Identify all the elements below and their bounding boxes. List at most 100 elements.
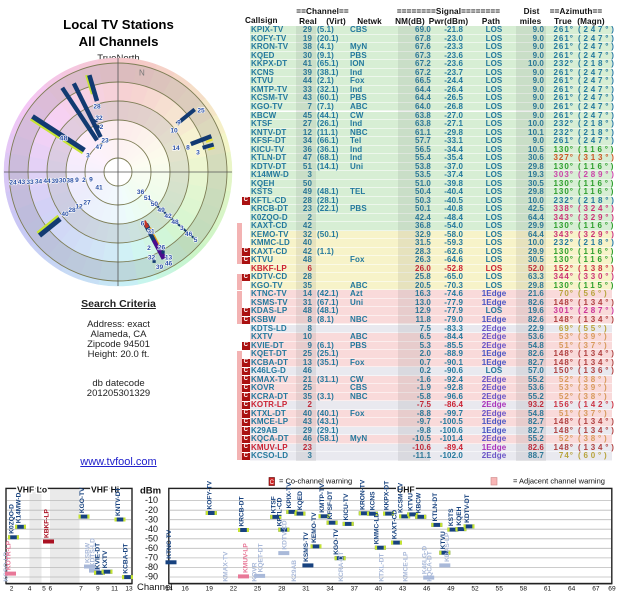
- svg-text:KMMC-LD: KMMC-LD: [373, 512, 380, 544]
- svg-text:19: 19: [206, 585, 214, 592]
- svg-text:KDAS-LP: KDAS-LP: [444, 532, 451, 562]
- svg-text:7: 7: [79, 585, 83, 592]
- svg-text:KMUV-LP: KMUV-LP: [242, 543, 249, 573]
- svg-text:KGO-TV: KGO-TV: [79, 487, 86, 513]
- svg-text:KBCW: KBCW: [416, 492, 423, 513]
- svg-text:KTSF: KTSF: [271, 496, 278, 513]
- svg-text:-30: -30: [145, 514, 158, 524]
- svg-text:KOFY-TV: KOFY-TV: [206, 480, 213, 509]
- svg-text:25: 25: [197, 107, 205, 114]
- svg-text:69: 69: [608, 585, 616, 592]
- svg-text:51: 51: [144, 195, 152, 202]
- svg-text:26: 26: [158, 244, 166, 251]
- svg-text:30: 30: [59, 178, 67, 185]
- svg-text:KCSM-TV: KCSM-TV: [398, 482, 405, 513]
- svg-text:-50: -50: [145, 533, 158, 543]
- svg-text:K29AB: K29AB: [291, 560, 298, 582]
- svg-text:3: 3: [86, 152, 90, 159]
- svg-text:10: 10: [170, 127, 178, 134]
- svg-text:C: C: [270, 480, 275, 486]
- svg-text:KQET-DT: KQET-DT: [258, 543, 265, 572]
- svg-text:KDTV-DT: KDTV-DT: [464, 494, 471, 523]
- svg-text:64: 64: [568, 585, 576, 592]
- svg-text:KAXT-CD: KAXT-CD: [392, 510, 399, 540]
- svg-text:KRCB-DT: KRCB-DT: [238, 496, 245, 526]
- svg-text:31: 31: [147, 228, 155, 235]
- svg-text:KOVR: KOVR: [252, 562, 259, 581]
- svg-text:2: 2: [82, 177, 86, 184]
- svg-text:9: 9: [75, 177, 79, 184]
- svg-text:9: 9: [89, 177, 93, 184]
- svg-text:5: 5: [194, 237, 198, 244]
- svg-text:KQEH: KQEH: [456, 506, 463, 525]
- svg-text:11: 11: [111, 585, 118, 592]
- svg-text:67: 67: [592, 585, 600, 592]
- svg-text:28: 28: [68, 207, 76, 214]
- svg-text:KTLN-DT: KTLN-DT: [432, 493, 439, 522]
- svg-text:40: 40: [61, 211, 69, 218]
- svg-text:KMTP-TV: KMTP-TV: [319, 483, 326, 513]
- svg-text:KVIE-DT: KVIE-DT: [95, 543, 102, 569]
- svg-text:13: 13: [165, 254, 173, 261]
- svg-text:KKPX-DT: KKPX-DT: [383, 481, 390, 510]
- svg-text:KDTS-LD: KDTS-LD: [90, 538, 97, 567]
- svg-text:KQCA-DT: KQCA-DT: [427, 551, 434, 581]
- svg-text:KXTV: KXTV: [102, 550, 109, 568]
- svg-text:50: 50: [151, 201, 159, 208]
- svg-text:9: 9: [177, 119, 181, 126]
- svg-text:KNTV-DT: KNTV-DT: [115, 487, 122, 516]
- svg-text:VHF Lo: VHF Lo: [17, 485, 47, 495]
- svg-text:= Adjacent channel warning: = Adjacent channel warning: [513, 477, 605, 486]
- svg-text:5: 5: [42, 585, 46, 592]
- svg-text:KSBW: KSBW: [85, 542, 92, 563]
- svg-text:27: 27: [83, 199, 91, 206]
- svg-text:KTVU: KTVU: [408, 493, 415, 511]
- svg-text:3: 3: [180, 225, 184, 232]
- svg-text:dBm: dBm: [140, 486, 161, 497]
- svg-text:28: 28: [278, 585, 286, 592]
- svg-text:31: 31: [302, 585, 310, 592]
- svg-text:33: 33: [26, 179, 34, 186]
- svg-text:9: 9: [96, 585, 100, 592]
- svg-text:KTNC-TV: KTNC-TV: [166, 529, 173, 559]
- svg-text:38: 38: [66, 177, 74, 184]
- svg-text:KICU-TV: KICU-TV: [343, 493, 350, 520]
- svg-text:46: 46: [423, 585, 431, 592]
- svg-text:58: 58: [520, 585, 528, 592]
- svg-text:K14MW-D: K14MW-D: [16, 492, 23, 523]
- svg-text:23: 23: [101, 137, 109, 144]
- svg-text:KCSO-LD: KCSO-LD: [3, 551, 10, 581]
- svg-text:48: 48: [59, 133, 67, 142]
- svg-text:14: 14: [172, 145, 180, 152]
- svg-text:K46LG-D: K46LG-D: [422, 546, 429, 574]
- svg-text:4: 4: [28, 585, 32, 592]
- svg-text:-40: -40: [145, 524, 158, 534]
- svg-text:13: 13: [125, 585, 133, 592]
- svg-text:6: 6: [48, 585, 52, 592]
- svg-text:32: 32: [95, 115, 103, 122]
- svg-text:Channel: Channel: [137, 582, 172, 593]
- svg-text:KEMO-TV: KEMO-TV: [311, 512, 318, 543]
- svg-text:-10: -10: [145, 495, 158, 505]
- svg-text:VHF Hi: VHF Hi: [91, 485, 119, 495]
- svg-text:-90: -90: [145, 572, 158, 582]
- svg-text:55: 55: [496, 585, 504, 592]
- svg-text:-70: -70: [145, 553, 158, 563]
- svg-text:KBKF-LP: KBKF-LP: [44, 508, 51, 538]
- svg-text:40: 40: [375, 585, 383, 592]
- svg-text:24: 24: [9, 179, 17, 186]
- svg-text:KDTV-CD: KDTV-CD: [282, 520, 289, 550]
- svg-text:K0ZQO-D: K0ZQO-D: [9, 504, 16, 534]
- svg-text:-60: -60: [145, 543, 158, 553]
- svg-text:= Co-channel warning: = Co-channel warning: [279, 477, 352, 486]
- svg-text:2: 2: [147, 245, 151, 252]
- svg-text:KTVU: KTVU: [440, 531, 447, 549]
- svg-text:UHF: UHF: [397, 485, 415, 495]
- svg-text:3: 3: [196, 149, 200, 156]
- svg-text:KSTS: KSTS: [448, 508, 455, 526]
- svg-text:22: 22: [230, 585, 238, 592]
- svg-text:KGO-TV: KGO-TV: [333, 528, 340, 554]
- svg-text:-20: -20: [145, 505, 158, 515]
- svg-text:12: 12: [75, 203, 83, 210]
- svg-text:44: 44: [43, 178, 51, 185]
